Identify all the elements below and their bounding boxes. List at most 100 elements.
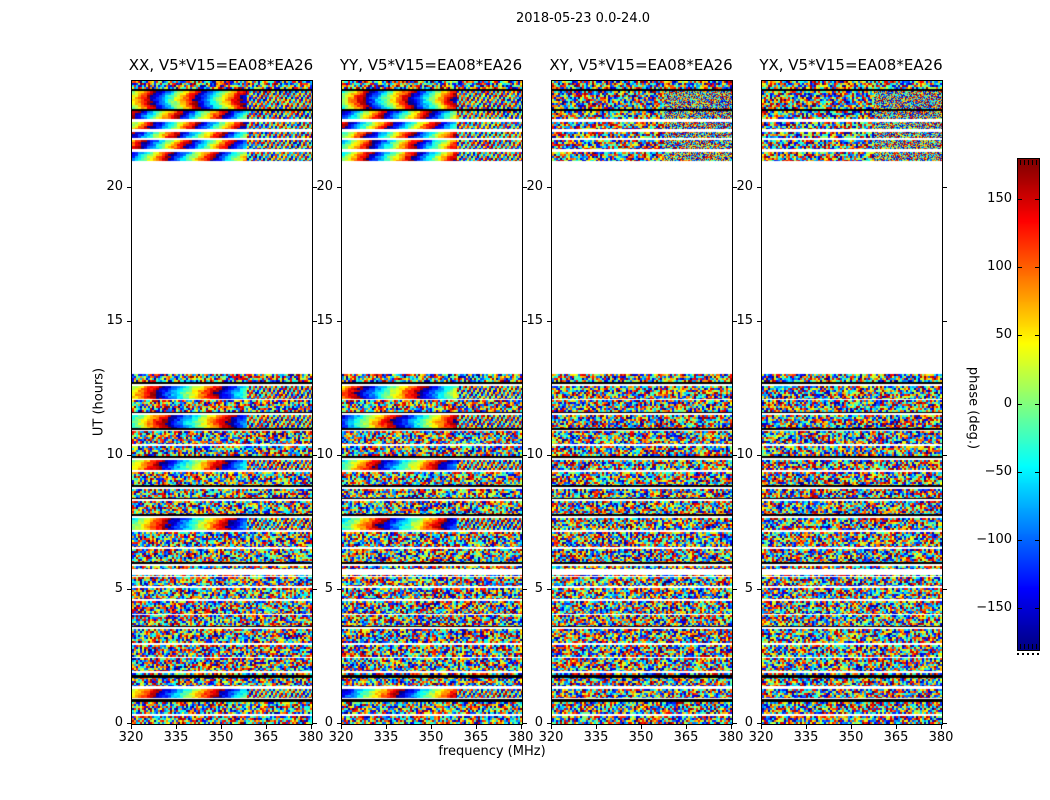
y-tick-mark [127, 187, 131, 188]
y-tick-label: 0 [744, 715, 753, 730]
x-tick-mark [521, 725, 522, 729]
x-tick-mark [686, 725, 687, 729]
y-tick-label: 15 [736, 313, 753, 328]
x-tick-mark [731, 725, 732, 729]
panel-title-yy: YY, V5*V15=EA08*EA26 [339, 56, 523, 74]
x-tick-mark [551, 725, 552, 729]
y-tick-label: 15 [526, 313, 543, 328]
x-tick-label: 365 [673, 730, 699, 745]
x-tick-label: 320 [748, 730, 774, 745]
y-tick-label: 5 [534, 581, 543, 596]
x-tick-mark [341, 725, 342, 729]
x-tick-label: 365 [253, 730, 279, 745]
heatmap-yy [342, 81, 522, 724]
y-tick-mark [757, 723, 761, 724]
x-tick-mark [266, 725, 267, 729]
x-tick-label: 335 [583, 730, 609, 745]
colorbar-tick-mark [1035, 335, 1039, 336]
x-tick-label: 365 [883, 730, 909, 745]
colorbar-tick-label: −100 [976, 532, 1012, 547]
plot-area-xy [551, 80, 733, 725]
y-tick-mark [337, 455, 341, 456]
y-tick-mark [943, 187, 947, 188]
x-axis-label: frequency (MHz) [438, 744, 546, 759]
x-tick-label: 335 [373, 730, 399, 745]
colorbar-tick-label: 0 [1003, 396, 1012, 411]
y-tick-label: 10 [526, 447, 543, 462]
y-tick-label: 10 [736, 447, 753, 462]
y-tick-mark [547, 187, 551, 188]
x-tick-mark [761, 725, 762, 729]
heatmap-xy [552, 81, 732, 724]
x-tick-label: 380 [508, 730, 534, 745]
y-tick-mark [943, 321, 947, 322]
colorbar-tick-mark [1035, 404, 1039, 405]
y-tick-mark [547, 723, 551, 724]
x-tick-label: 350 [838, 730, 864, 745]
y-tick-mark [547, 589, 551, 590]
x-tick-mark [311, 725, 312, 729]
x-tick-mark [131, 725, 132, 729]
y-tick-label: 5 [324, 581, 333, 596]
y-tick-mark [733, 321, 737, 322]
colorbar-tick-mark [1035, 199, 1039, 200]
colorbar-top-hatch [1020, 160, 1037, 165]
y-tick-mark [547, 455, 551, 456]
y-tick-label: 0 [114, 715, 123, 730]
y-tick-mark [337, 589, 341, 590]
x-tick-label: 320 [538, 730, 564, 745]
y-tick-mark [313, 187, 317, 188]
x-tick-mark [386, 725, 387, 729]
x-tick-mark [641, 725, 642, 729]
x-tick-label: 380 [718, 730, 744, 745]
y-axis-label: UT (hours) [91, 367, 107, 437]
y-tick-mark [313, 455, 317, 456]
colorbar-tick-mark [1018, 472, 1022, 473]
y-tick-label: 5 [744, 581, 753, 596]
colorbar-tick-label: 100 [987, 259, 1012, 274]
y-tick-label: 10 [106, 447, 123, 462]
x-tick-label: 335 [163, 730, 189, 745]
colorbar-tick-mark [1035, 608, 1039, 609]
y-tick-mark [127, 321, 131, 322]
x-tick-label: 380 [298, 730, 324, 745]
colorbar-underflow-dots [1017, 653, 1040, 655]
y-tick-mark [757, 321, 761, 322]
y-tick-label: 20 [526, 179, 543, 194]
panel-title-xy: XY, V5*V15=EA08*EA26 [549, 56, 733, 74]
y-tick-mark [313, 321, 317, 322]
y-tick-mark [943, 589, 947, 590]
colorbar-tick-mark [1018, 267, 1022, 268]
y-tick-mark [523, 589, 527, 590]
y-tick-mark [337, 187, 341, 188]
plot-area-yy [341, 80, 523, 725]
colorbar-label: phase (deg.) [965, 366, 981, 450]
y-tick-label: 0 [534, 715, 543, 730]
colorbar-gradient [1018, 159, 1039, 650]
colorbar-tick-mark [1035, 540, 1039, 541]
colorbar-tick-mark [1035, 267, 1039, 268]
y-tick-mark [547, 321, 551, 322]
y-tick-mark [127, 455, 131, 456]
colorbar-tick-mark [1018, 608, 1022, 609]
y-tick-mark [733, 589, 737, 590]
heatmap-yx [762, 81, 942, 724]
y-tick-label: 0 [324, 715, 333, 730]
x-tick-label: 320 [118, 730, 144, 745]
colorbar-tick-mark [1018, 199, 1022, 200]
y-tick-label: 5 [114, 581, 123, 596]
x-tick-mark [221, 725, 222, 729]
colorbar-tick-label: −50 [984, 464, 1012, 479]
x-tick-mark [806, 725, 807, 729]
x-tick-mark [596, 725, 597, 729]
y-tick-label: 15 [316, 313, 333, 328]
plot-area-xx [131, 80, 313, 725]
x-tick-mark [476, 725, 477, 729]
y-tick-mark [523, 723, 527, 724]
x-tick-label: 380 [928, 730, 954, 745]
y-tick-mark [943, 723, 947, 724]
x-tick-mark [941, 725, 942, 729]
panel-title-yx: YX, V5*V15=EA08*EA26 [759, 56, 943, 74]
x-tick-label: 335 [793, 730, 819, 745]
